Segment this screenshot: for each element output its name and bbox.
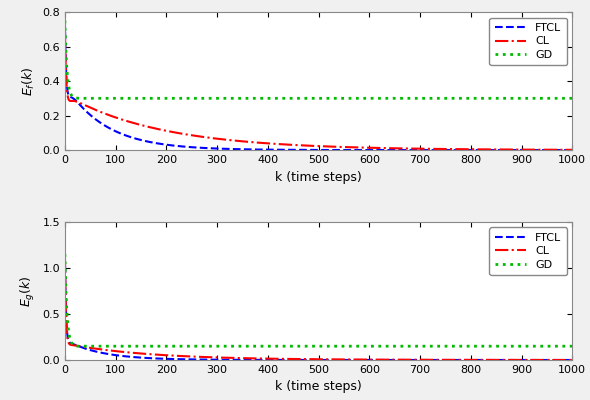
GD — [61, 18, 68, 23]
GD — [61, 252, 68, 256]
CL — [569, 148, 576, 152]
FTCL — [569, 148, 576, 152]
GD — [165, 96, 172, 101]
CL — [61, 252, 68, 256]
CL — [165, 353, 172, 358]
GD — [545, 96, 552, 101]
Y-axis label: $E_g(k)$: $E_g(k)$ — [19, 275, 37, 307]
Line: FTCL: FTCL — [65, 254, 572, 360]
CL — [476, 147, 483, 152]
CL — [510, 147, 517, 152]
GD — [93, 344, 100, 348]
CL — [510, 358, 517, 362]
FTCL — [476, 358, 483, 362]
Line: FTCL: FTCL — [65, 21, 572, 150]
GD — [457, 96, 464, 101]
GD — [93, 96, 100, 101]
CL — [92, 346, 99, 351]
FTCL — [569, 358, 576, 362]
GD — [569, 344, 576, 348]
FTCL — [510, 148, 517, 152]
FTCL — [61, 18, 68, 23]
Legend: FTCL, CL, GD: FTCL, CL, GD — [489, 228, 567, 275]
CL — [544, 147, 551, 152]
FTCL — [165, 356, 172, 361]
FTCL — [476, 148, 483, 152]
X-axis label: k (time steps): k (time steps) — [275, 380, 362, 394]
GD — [74, 96, 81, 101]
Line: CL: CL — [65, 29, 572, 150]
CL — [457, 358, 464, 362]
CL — [92, 108, 99, 112]
FTCL — [61, 252, 68, 256]
CL — [165, 129, 172, 134]
FTCL — [457, 148, 464, 152]
Line: GD: GD — [65, 21, 572, 98]
GD — [510, 96, 517, 101]
GD — [71, 344, 78, 348]
FTCL — [92, 349, 99, 354]
GD — [510, 344, 517, 348]
Line: CL: CL — [65, 254, 572, 360]
CL — [457, 147, 464, 152]
FTCL — [92, 117, 99, 122]
GD — [165, 344, 172, 348]
GD — [545, 344, 552, 348]
GD — [476, 96, 483, 101]
CL — [544, 358, 551, 362]
FTCL — [457, 358, 464, 362]
FTCL — [544, 358, 551, 362]
CL — [569, 358, 576, 362]
CL — [476, 358, 483, 362]
FTCL — [510, 358, 517, 362]
GD — [569, 96, 576, 101]
Legend: FTCL, CL, GD: FTCL, CL, GD — [489, 18, 567, 65]
X-axis label: k (time steps): k (time steps) — [275, 170, 362, 184]
CL — [61, 27, 68, 32]
FTCL — [165, 142, 172, 147]
FTCL — [544, 148, 551, 152]
GD — [457, 344, 464, 348]
Y-axis label: $E_f(k)$: $E_f(k)$ — [21, 66, 37, 96]
GD — [476, 344, 483, 348]
Line: GD: GD — [65, 254, 572, 346]
